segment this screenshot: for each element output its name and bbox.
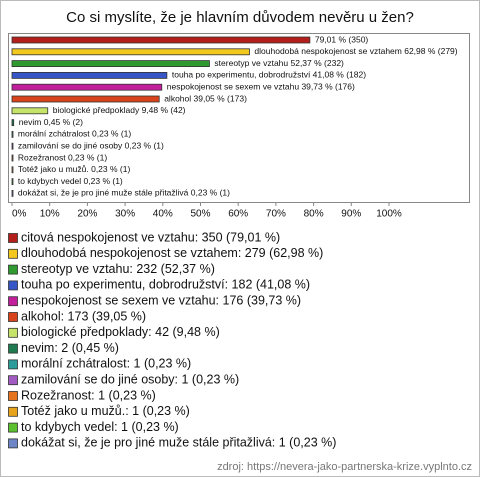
- legend-swatch: [8, 406, 18, 417]
- x-tick-label: 100%: [376, 209, 402, 220]
- legend-swatch: [8, 296, 18, 307]
- legend-swatch: [8, 233, 18, 243]
- bar: [11, 48, 250, 56]
- bar: [11, 72, 168, 79]
- bar: [11, 178, 14, 186]
- bar: [11, 154, 14, 162]
- value-label: morální zchátralost 0,23 % (1): [18, 129, 132, 139]
- value-label: Rozežranost 0,23 % (1): [18, 152, 107, 162]
- legend-entry: nespokojenost se sexem ve vztahu: 176 (3…: [21, 293, 301, 307]
- legend-entry: morální zchátralost: 1 (0,23 %): [21, 357, 191, 371]
- value-label: nespokojenost se sexem ve vztahu 39,73 %…: [167, 81, 355, 91]
- value-label: stereotyp ve vztahu 52,37 % (232): [214, 58, 344, 68]
- legend-entry: citová nespokojenost ve vztahu: 350 (79,…: [21, 230, 280, 244]
- legend-entry: alkohol: 173 (39,05 %): [21, 309, 146, 323]
- bar: [11, 189, 14, 197]
- source: zdroj: https://nevera-jako-partnerska-kr…: [217, 461, 472, 473]
- x-tick-label: 70%: [266, 209, 286, 220]
- legend-entry: dlouhodobá nespokojenost se vztahem: 279…: [21, 246, 323, 260]
- legend-entry: dokážat si, že je pro jiné muže stále př…: [21, 436, 336, 450]
- value-label: nevim 0,45 % (2): [19, 117, 83, 127]
- bar: [11, 142, 14, 150]
- x-tick-label: 80%: [304, 209, 324, 220]
- x-tick-label: 20%: [77, 209, 97, 220]
- x-tick-label: 60%: [228, 209, 248, 220]
- x-tick-label: 0%: [12, 209, 27, 220]
- legend-swatch: [8, 438, 18, 449]
- x-tick-label: 90%: [341, 209, 361, 220]
- bar: [11, 166, 14, 174]
- legend-entry: Rozežranost: 1 (0,23 %): [21, 388, 156, 402]
- legend-entry: stereotyp ve vztahu: 232 (52,37 %): [21, 262, 215, 276]
- legend-entry: touha po experimentu, dobrodružství: 182…: [21, 278, 310, 292]
- bar: [11, 130, 14, 138]
- value-label: 79,01 % (350): [315, 34, 369, 44]
- x-tick-label: 10%: [40, 209, 60, 220]
- x-tick-label: 40%: [153, 209, 173, 220]
- legend-swatch: [8, 248, 18, 259]
- bar: [11, 36, 311, 44]
- value-label: dlouhodobá nespokojenost se vztahem 62,9…: [254, 46, 457, 56]
- x-tick-label: 30%: [115, 209, 135, 220]
- value-label: to kdybych vedel 0,23 % (1): [18, 176, 123, 186]
- value-label: Totéž jako u mužů. 0,23 % (1): [18, 164, 131, 174]
- value-label: touha po experimentu, dobrodružství 41,0…: [172, 70, 366, 80]
- legend-swatch: [8, 327, 18, 338]
- legend-swatch: [8, 343, 18, 354]
- plot-group: 79,01 % (350) dlouhodobá nespokojenost se…: [11, 34, 458, 198]
- legend-swatch: [8, 264, 18, 275]
- value-label: zamilování se do jiné osoby 0,23 % (1): [18, 140, 164, 150]
- legend-entry: zamilování se do jiné osoby: 1 (0,23 %): [21, 372, 239, 386]
- value-label: dokážat si, že je pro jiné muže stále př…: [18, 188, 230, 198]
- value-label: alkohol 39,05 % (173): [164, 93, 247, 103]
- bar: [11, 119, 15, 126]
- bar: [11, 83, 163, 91]
- legend-entry: biologické předpoklady: 42 (9,48 %): [21, 325, 220, 339]
- legend-swatch: [8, 375, 18, 386]
- bar: [11, 95, 160, 103]
- legend-swatch: [8, 391, 18, 401]
- legend-entry: to kdybych vedel: 1 (0,23 %): [21, 420, 179, 434]
- legend-swatch: [8, 359, 18, 370]
- x-tick-label: 50%: [190, 209, 210, 220]
- bar: [11, 60, 210, 67]
- legend-swatch: [8, 422, 18, 433]
- value-label: biologické předpoklady 9,48 % (42): [53, 105, 186, 115]
- legend-swatch: [8, 280, 18, 291]
- legend-entry: Totéž jako u mužů.: 1 (0,23 %): [21, 404, 190, 418]
- bar: [11, 107, 49, 115]
- legend-swatch: [8, 312, 18, 322]
- chart-title: Co si myslíte, že je hlavním důvodem nev…: [66, 9, 414, 26]
- legend-entry: nevim: 2 (0,45 %): [21, 341, 119, 355]
